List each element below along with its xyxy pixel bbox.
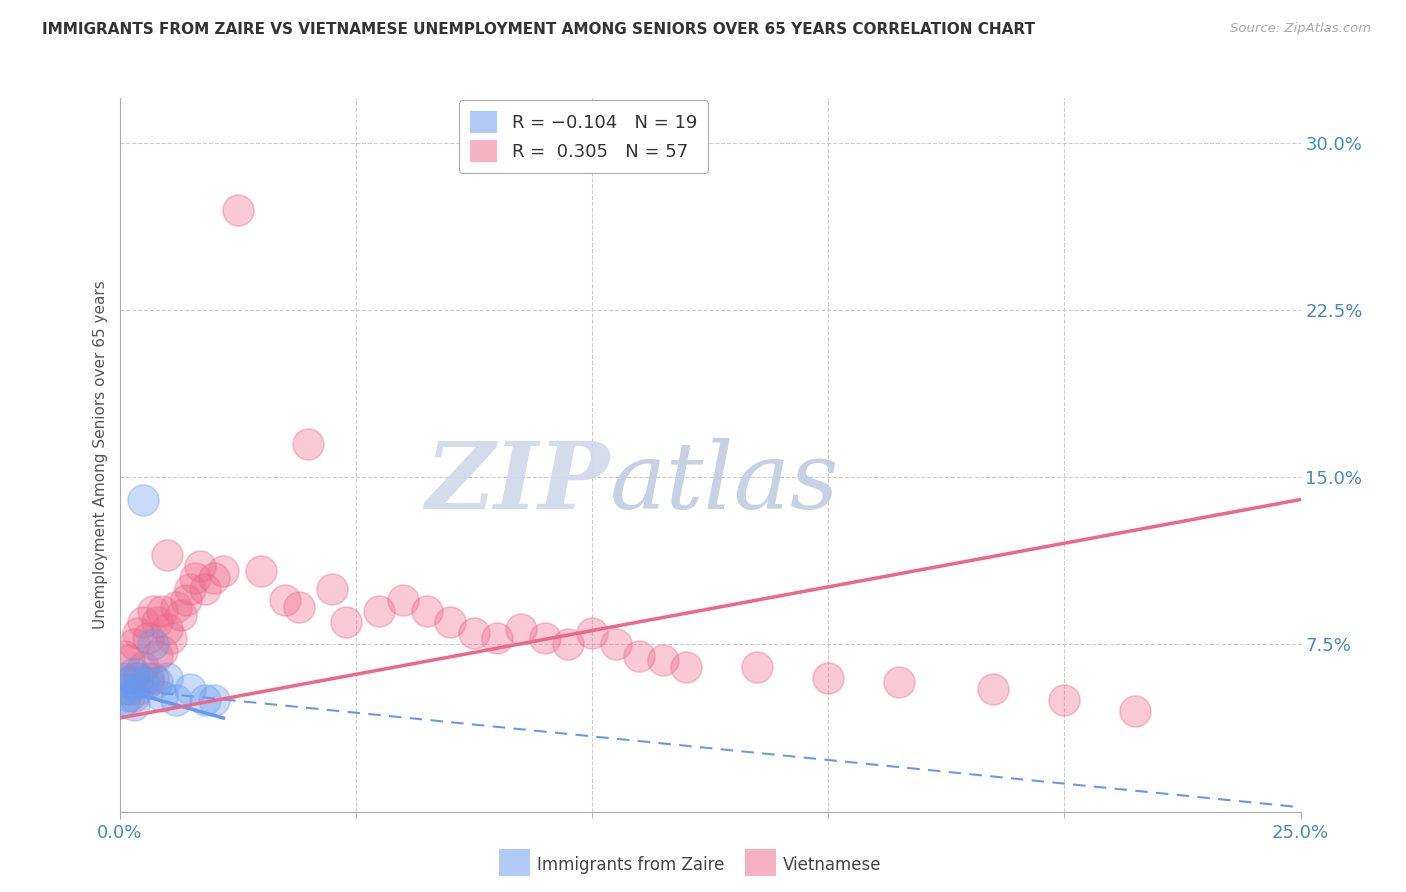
Point — [142, 671, 165, 685]
Point — [156, 548, 179, 563]
Point — [250, 564, 273, 578]
Point — [127, 681, 149, 696]
Point — [274, 592, 297, 607]
Point — [122, 689, 145, 703]
Point — [142, 637, 165, 651]
Text: Source: ZipAtlas.com: Source: ZipAtlas.com — [1230, 22, 1371, 36]
Text: ZIP: ZIP — [426, 439, 610, 528]
Point — [675, 660, 697, 674]
Point — [179, 582, 201, 596]
Point — [132, 492, 155, 507]
Point — [651, 653, 673, 667]
Point — [605, 637, 627, 651]
Point — [136, 675, 159, 690]
Point — [983, 681, 1005, 696]
Y-axis label: Unemployment Among Seniors over 65 years: Unemployment Among Seniors over 65 years — [93, 281, 108, 629]
Point — [463, 626, 485, 640]
Point — [146, 615, 169, 630]
Point — [156, 622, 179, 636]
Point — [127, 626, 149, 640]
Point — [557, 637, 579, 651]
Point — [202, 571, 225, 585]
Point — [193, 693, 215, 707]
Point — [132, 660, 155, 674]
Point — [127, 671, 149, 685]
Point — [817, 671, 839, 685]
Point — [122, 666, 145, 681]
Point — [335, 615, 357, 630]
Point — [156, 671, 179, 685]
Point — [165, 693, 187, 707]
Point — [1053, 693, 1076, 707]
Text: Vietnamese: Vietnamese — [783, 856, 882, 874]
Point — [136, 671, 159, 685]
Point — [533, 631, 555, 645]
Point — [112, 693, 135, 707]
Point — [170, 608, 193, 623]
Point — [887, 675, 910, 690]
Point — [510, 622, 533, 636]
Point — [321, 582, 343, 596]
Point — [146, 648, 169, 663]
Point — [226, 202, 249, 217]
Point — [297, 436, 319, 450]
Text: atlas: atlas — [610, 439, 839, 528]
Point — [112, 681, 135, 696]
Point — [392, 592, 415, 607]
Point — [142, 604, 165, 618]
Point — [160, 631, 183, 645]
Point — [165, 599, 187, 614]
Point — [581, 626, 603, 640]
Point — [150, 604, 173, 618]
Point — [1123, 705, 1146, 719]
Point — [368, 604, 391, 618]
Point — [122, 637, 145, 651]
Text: Immigrants from Zaire: Immigrants from Zaire — [537, 856, 724, 874]
Point — [112, 671, 135, 685]
Legend: R = −0.104   N = 19, R =  0.305   N = 57: R = −0.104 N = 19, R = 0.305 N = 57 — [460, 100, 707, 173]
Point — [150, 689, 173, 703]
Point — [118, 681, 141, 696]
Point — [122, 671, 145, 685]
Point — [136, 631, 159, 645]
Point — [628, 648, 651, 663]
Point — [118, 689, 141, 703]
Point — [118, 675, 141, 690]
Point — [415, 604, 437, 618]
Point — [486, 631, 509, 645]
Point — [122, 698, 145, 712]
Point — [146, 675, 169, 690]
Point — [150, 644, 173, 658]
Point — [202, 693, 225, 707]
Point — [288, 599, 311, 614]
Point — [118, 653, 141, 667]
Point — [193, 582, 215, 596]
Point — [179, 681, 201, 696]
Point — [747, 660, 769, 674]
Point — [112, 648, 135, 663]
Point — [188, 559, 211, 574]
Point — [212, 564, 235, 578]
Point — [174, 592, 197, 607]
Text: IMMIGRANTS FROM ZAIRE VS VIETNAMESE UNEMPLOYMENT AMONG SENIORS OVER 65 YEARS COR: IMMIGRANTS FROM ZAIRE VS VIETNAMESE UNEM… — [42, 22, 1035, 37]
Point — [132, 675, 155, 690]
Point — [439, 615, 461, 630]
Point — [132, 615, 155, 630]
Point — [184, 571, 207, 585]
